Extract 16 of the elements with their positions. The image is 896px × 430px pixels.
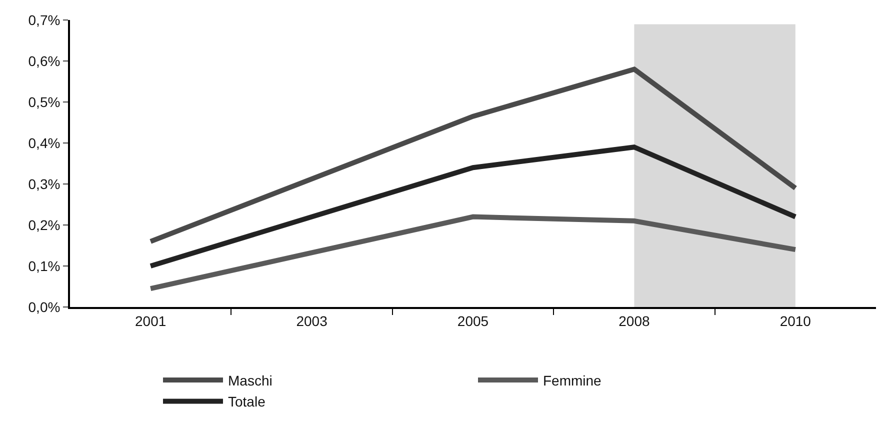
y-tick-label: 0,2%: [28, 216, 60, 233]
x-tick-label: 2001: [135, 312, 166, 329]
y-tick-label: 0,6%: [28, 52, 60, 69]
y-tick-label: 0,5%: [28, 94, 60, 110]
y-tick-label: 0,7%: [28, 12, 60, 28]
legend-label: Totale: [228, 394, 266, 410]
x-tick-label: 2010: [780, 312, 812, 329]
legend-label: Femmine: [543, 372, 602, 388]
legend-label: Maschi: [228, 372, 272, 388]
x-tick-label: 2005: [457, 312, 489, 329]
y-tick-label: 0,1%: [28, 258, 60, 274]
y-tick-label: 0,0%: [28, 298, 60, 315]
x-tick-label: 2003: [296, 312, 328, 329]
x-tick-label: 2008: [618, 312, 650, 329]
y-tick-label: 0,3%: [28, 176, 60, 192]
y-tick-label: 0,4%: [28, 134, 60, 151]
